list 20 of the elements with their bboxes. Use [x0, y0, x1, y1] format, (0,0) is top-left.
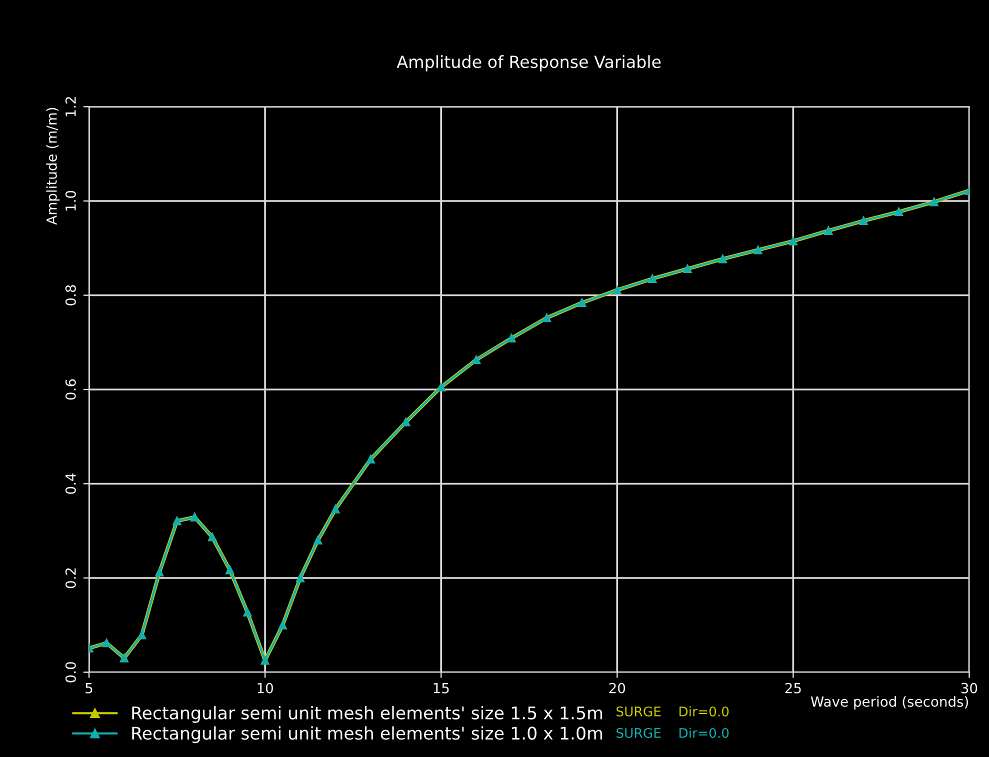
text: SURGE Dir=0.0 — [616, 706, 729, 716]
y-tick-label: 0.2 — [65, 568, 76, 588]
y-tick-label: 0.0 — [65, 662, 76, 682]
x-axis-title: Wave period (seconds) — [810, 696, 968, 710]
x-tick-label: 30 — [961, 682, 978, 694]
y-tick-label: 1.0 — [65, 190, 76, 210]
x-tick-label: 20 — [609, 682, 626, 694]
y-axis-title: Amplitude (m/m) — [46, 108, 60, 225]
legend-label: Rectangular semi unit mesh elements' size 1.5 x 1.5m — [132, 706, 602, 723]
x-tick-label: 15 — [434, 683, 449, 694]
x-tick-label: 5 — [86, 683, 92, 694]
text: SURGE Dir=0.0 — [616, 728, 729, 738]
x-tick-label: 10 — [258, 682, 273, 694]
chart-title: Amplitude of Response Variable — [396, 55, 661, 72]
y-tick-label: 1.2 — [65, 97, 76, 116]
y-tick-label: 0.8 — [65, 285, 76, 306]
y-tick-label: 0.4 — [65, 473, 76, 494]
legend-label: Rectangular semi unit mesh elements' size 1.0 x 1.0m — [132, 726, 602, 744]
y-tick-label: 0.6 — [65, 379, 76, 400]
x-tick-label: 25 — [785, 682, 801, 694]
